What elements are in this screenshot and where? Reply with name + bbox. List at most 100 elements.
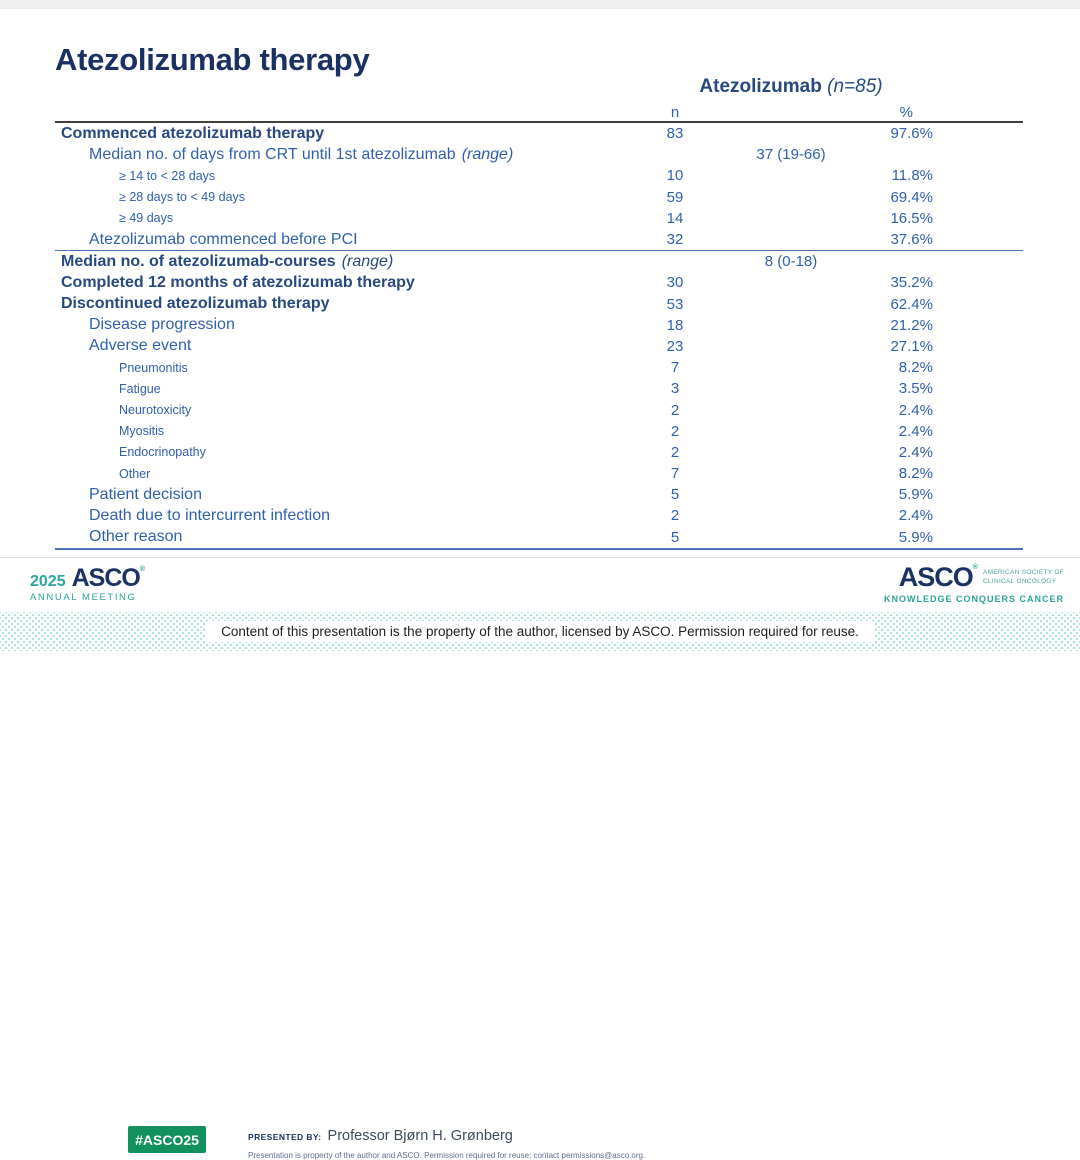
row-label: Myositis (119, 424, 165, 439)
row-n-value: 5 (670, 486, 680, 504)
table-row: Commenced atezolizumab therapy 83 97.6% (55, 123, 1023, 144)
therapy-table: Atezolizumab (n=85) n % Commenced atezol… (55, 72, 1023, 550)
row-label: Fatigue (119, 381, 161, 396)
table-row: ≥ 49 days 14 16.5% (55, 208, 1023, 229)
row-percent-value: 2.4% (898, 443, 933, 461)
table-body: Commenced atezolizumab therapy 83 97.6% … (55, 123, 1023, 550)
row-percent-value: 5.9% (898, 486, 933, 504)
society-name: AMERICAN SOCIETY OF CLINICAL ONCOLOGY (982, 569, 1064, 585)
row-span-value: 8 (0-18) (764, 253, 818, 271)
row-percent-value: 35.2% (890, 274, 933, 292)
row-percent-value: 21.2% (890, 316, 933, 334)
top-window-strip (0, 0, 1080, 9)
table-row: Other 7 8.2% (55, 463, 1023, 484)
row-span-value: 37 (19-66) (756, 146, 826, 164)
table-row: ≥ 28 days to < 49 days 59 69.4% (55, 187, 1023, 208)
table-row: Adverse event 23 27.1% (55, 336, 1023, 357)
page-title: Atezolizumab therapy (55, 42, 370, 77)
row-percent-value: 69.4% (890, 188, 933, 206)
row-n-value: 10 (666, 167, 684, 185)
row-n-value: 7 (670, 359, 680, 377)
row-label: ≥ 49 days (119, 211, 174, 226)
presented-by-label: PRESENTED BY: (248, 1132, 322, 1142)
presented-by-block: PRESENTED BY: Professor Bjørn H. Grønber… (248, 1128, 645, 1160)
bottom-bar-text: Content of this presentation is the prop… (205, 621, 875, 642)
asco-wordmark: ASCO® (71, 564, 145, 592)
table-row: Patient decision 5 5.9% (55, 484, 1023, 505)
row-label: Discontinued atezolizumab therapy (61, 295, 330, 313)
table-row: Completed 12 months of atezolizumab ther… (55, 272, 1023, 293)
table-row: Disease progression 18 21.2% (55, 315, 1023, 336)
row-label: Completed 12 months of atezolizumab ther… (61, 273, 415, 291)
row-n-value: 32 (666, 231, 684, 249)
table-row: Endocrinopathy 2 2.4% (55, 442, 1023, 463)
table-row: ≥ 14 to < 28 days 10 11.8% (55, 165, 1023, 186)
asco-annual-meeting-logo: 2025 ASCO® ANNUAL MEETING (30, 564, 145, 604)
table-row: Discontinued atezolizumab therapy 53 62.… (55, 294, 1023, 315)
table-row: Pneumonitis 7 8.2% (55, 357, 1023, 378)
row-label: Neurotoxicity (119, 403, 192, 418)
row-n-value: 23 (666, 337, 684, 355)
row-percent-value: 97.6% (890, 125, 933, 143)
row-percent-value: 11.8% (891, 167, 933, 185)
row-n-value: 59 (666, 188, 684, 206)
table-column-headers: n % (55, 98, 1023, 123)
row-label-suffix: (range) (341, 252, 394, 270)
logo-year: 2025 (30, 573, 66, 590)
row-n-value: 30 (666, 274, 684, 292)
column-header-n: n (670, 104, 680, 121)
row-label: Other (119, 466, 151, 481)
row-n-value: 83 (666, 125, 684, 143)
row-percent-value: 8.2% (898, 465, 933, 483)
row-n-value: 14 (666, 209, 684, 227)
row-label: Endocrinopathy (119, 445, 206, 460)
row-n-value: 2 (670, 422, 680, 440)
table-row: Death due to intercurrent infection 2 2.… (55, 505, 1023, 526)
row-n-value: 7 (670, 465, 680, 483)
asco-wordmark-right: ASCO® (898, 562, 978, 592)
row-percent-value: 62.4% (890, 295, 933, 313)
row-label: Disease progression (89, 316, 235, 334)
table-row: Atezolizumab commenced before PCI 32 37.… (55, 229, 1023, 252)
row-percent-value: 37.6% (890, 231, 933, 249)
row-n-value: 18 (666, 316, 684, 334)
group-header-n: (n=85) (827, 76, 883, 97)
asco-tagline: KNOWLEDGE CONQUERS CANCER (883, 594, 1064, 604)
registered-mark: ® (139, 566, 145, 573)
row-percent-value: 16.5% (890, 209, 933, 227)
row-n-value: 53 (666, 295, 684, 313)
table-row: Fatigue 3 3.5% (55, 378, 1023, 399)
row-percent-value: 2.4% (898, 507, 933, 525)
row-label: Pneumonitis (119, 360, 188, 375)
table-row: Neurotoxicity 2 2.4% (55, 399, 1023, 420)
row-percent-value: 8.2% (898, 359, 933, 377)
row-n-value: 2 (670, 507, 680, 525)
row-label: Median no. of atezolizumab-courses (61, 252, 336, 270)
row-label: Commenced atezolizumab therapy (61, 124, 325, 142)
annual-meeting-label: ANNUAL MEETING (30, 592, 137, 603)
row-percent-value: 27.1% (890, 337, 933, 355)
row-n-value: 5 (670, 528, 680, 546)
row-label: Adverse event (89, 337, 192, 355)
asco-society-logo: ASCO® AMERICAN SOCIETY OF CLINICAL ONCOL… (883, 562, 1064, 605)
row-label: Median no. of days from CRT until 1st at… (89, 145, 456, 163)
registered-mark: ® (972, 564, 978, 571)
presenter-name: Professor Bjørn H. Grønberg (327, 1128, 513, 1144)
row-n-value: 2 (670, 401, 680, 419)
row-percent-value: 3.5% (898, 380, 933, 398)
row-n-value: 2 (670, 443, 680, 461)
row-label: Death due to intercurrent infection (89, 506, 331, 524)
row-label: ≥ 14 to < 28 days (119, 168, 216, 183)
bottom-bar: Content of this presentation is the prop… (0, 612, 1080, 651)
row-label: Patient decision (89, 485, 202, 503)
footer: 2025 ASCO® ANNUAL MEETING #ASCO25 PRESEN… (0, 557, 1080, 1160)
row-label: Atezolizumab commenced before PCI (89, 230, 358, 248)
table-row: Median no. of atezolizumab-courses (range… (55, 251, 1023, 272)
table-row: Myositis 2 2.4% (55, 421, 1023, 442)
row-n-value: 3 (670, 380, 680, 398)
row-percent-value: 2.4% (898, 422, 933, 440)
table-row: Other reason 5 5.9% (55, 527, 1023, 548)
row-percent-value: 2.4% (898, 401, 933, 419)
permission-note: Presentation is property of the author a… (248, 1151, 646, 1160)
row-percent-value: 5.9% (898, 528, 933, 546)
